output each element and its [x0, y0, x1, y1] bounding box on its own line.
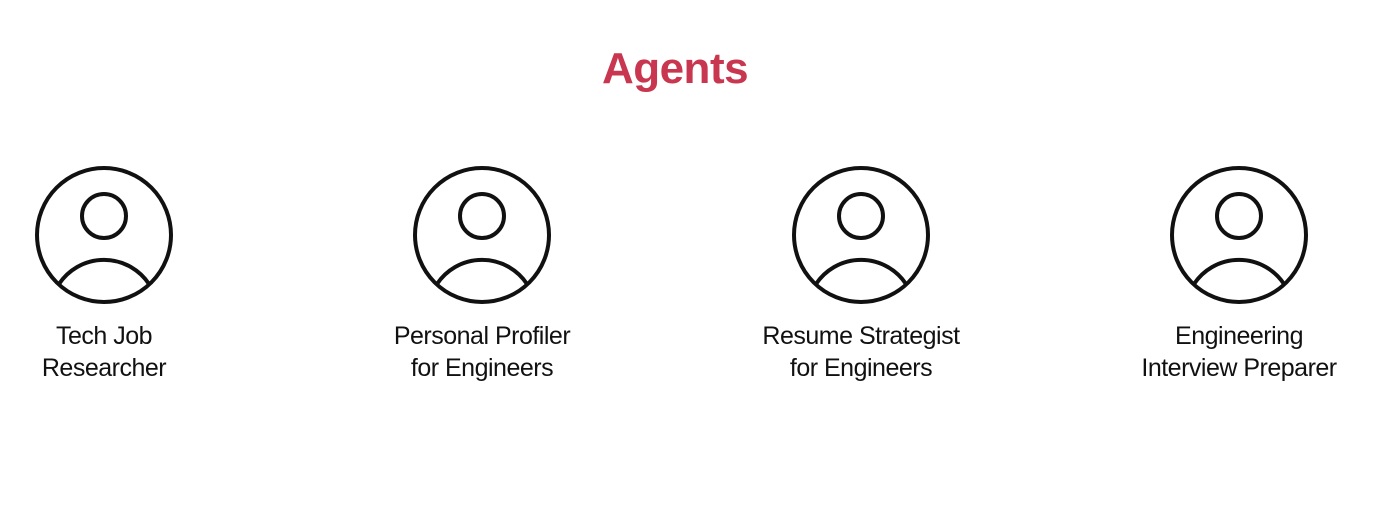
agent-name-line: Resume Strategist: [762, 322, 960, 350]
agent-name-line: Tech Job: [55, 322, 153, 350]
user-avatar-icon: [413, 166, 551, 304]
agent-name-line: for Engineers: [789, 354, 933, 382]
agent-name-line: Interview Preparer: [1141, 354, 1337, 382]
agent-name-line: Researcher: [41, 354, 167, 382]
agent-name: Resume Strategist for Engineers: [711, 320, 1011, 384]
agent-name-line: Engineering: [1175, 322, 1303, 350]
agent-card: Engineering Interview Preparer: [1089, 164, 1382, 384]
agent-name-line: for Engineers: [410, 354, 554, 382]
user-avatar-icon: [1170, 166, 1308, 304]
agent-card: Personal Profiler for Engineers: [332, 164, 632, 384]
page-title: Agents: [601, 44, 749, 93]
agent-name-line: Personal Profiler: [393, 322, 571, 350]
agent-card: Tech Job Researcher: [0, 164, 254, 384]
agent-name: Engineering Interview Preparer: [1089, 320, 1382, 384]
agent-name: Personal Profiler for Engineers: [332, 320, 632, 384]
agent-card: Resume Strategist for Engineers: [711, 164, 1011, 384]
user-avatar-icon: [792, 166, 930, 304]
agent-name: Tech Job Researcher: [0, 320, 254, 384]
user-avatar-icon: [35, 166, 173, 304]
